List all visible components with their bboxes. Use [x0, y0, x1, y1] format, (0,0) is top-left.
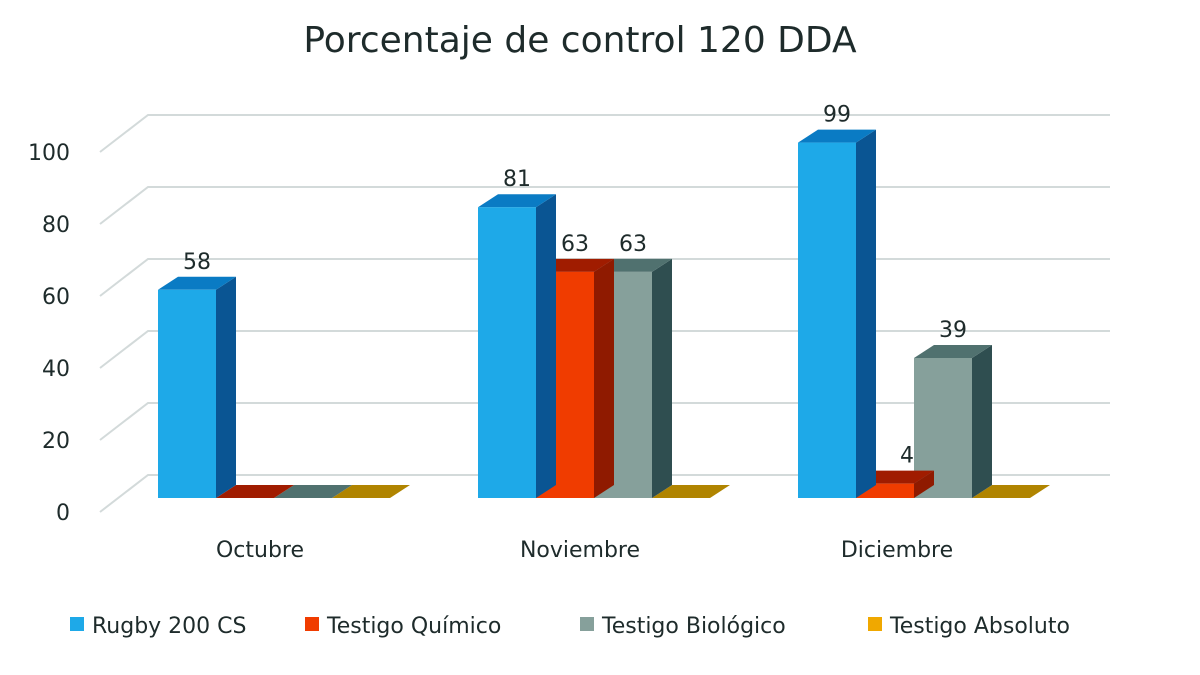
gridline: [99, 258, 1110, 297]
data-label: 81: [503, 167, 531, 192]
legend-item: Rugby 200 CS: [70, 614, 247, 639]
data-label: 63: [561, 232, 589, 257]
legend-label: Rugby 200 CS: [92, 614, 247, 639]
legend-label: Testigo Químico: [326, 614, 501, 639]
gridline: [99, 114, 1110, 153]
data-label: 58: [183, 250, 211, 275]
bar: [158, 276, 236, 498]
legend-label: Testigo Absoluto: [889, 614, 1070, 639]
data-label: 99: [823, 103, 851, 128]
bar-side: [972, 344, 992, 498]
x-tick-label: Diciembre: [841, 538, 953, 563]
bar: [652, 485, 730, 498]
gridline: [99, 186, 1110, 225]
x-axis-ticks: Octubre Noviembre Diciembre: [216, 538, 953, 563]
bar-top: [652, 485, 730, 498]
legend-item: Testigo Biológico: [580, 614, 786, 639]
bar: [274, 485, 352, 498]
y-tick-label: 80: [42, 213, 70, 238]
bar-top: [914, 344, 992, 358]
legend-swatch: [70, 617, 84, 631]
x-tick-label: Octubre: [216, 538, 304, 563]
bar-side: [536, 194, 556, 498]
bar-top: [332, 485, 410, 498]
chart-title: Porcentaje de control 120 DDA: [303, 20, 857, 61]
bar-side: [914, 470, 934, 498]
bar-front: [478, 207, 536, 498]
data-label: 63: [619, 232, 647, 257]
data-label: 4: [900, 444, 914, 469]
y-tick-label: 20: [42, 429, 70, 454]
bar-top: [274, 485, 352, 498]
y-axis-ticks: 0 20 40 60 80 100: [28, 141, 70, 526]
gridlines: [99, 114, 1110, 513]
data-labels: 58 63 63 81 39 4 99: [183, 103, 967, 469]
y-tick-label: 40: [42, 357, 70, 382]
gridline: [99, 330, 1110, 369]
x-tick-label: Noviembre: [520, 538, 640, 563]
bar-top: [972, 485, 1050, 498]
bar: [332, 485, 410, 498]
data-label: 39: [939, 318, 967, 343]
bar-front: [158, 289, 216, 498]
bar-top: [798, 129, 876, 143]
bars: [158, 129, 1050, 498]
bar-side: [216, 276, 236, 498]
legend-item: Testigo Absoluto: [868, 614, 1070, 639]
bar-side: [652, 258, 672, 498]
bar-top: [478, 194, 556, 208]
bar: [216, 485, 294, 498]
bar: [972, 485, 1050, 498]
legend-swatch: [868, 617, 882, 631]
bar-top: [216, 485, 294, 498]
bar-side: [594, 258, 614, 498]
bar-top: [158, 276, 236, 290]
gridline: [99, 474, 1110, 513]
gridline: [99, 402, 1110, 441]
legend: Rugby 200 CS Testigo Químico Testigo Bioló…: [70, 614, 1070, 639]
legend-swatch: [580, 617, 594, 631]
y-tick-label: 60: [42, 285, 70, 310]
legend-item: Testigo Químico: [305, 614, 501, 639]
bar-front: [798, 142, 856, 498]
bar: [478, 194, 556, 498]
bar: [798, 129, 876, 498]
legend-label: Testigo Biológico: [601, 614, 786, 639]
legend-swatch: [305, 617, 319, 631]
bar-side: [856, 129, 876, 498]
y-tick-label: 0: [56, 501, 70, 526]
y-tick-label: 100: [28, 141, 70, 166]
